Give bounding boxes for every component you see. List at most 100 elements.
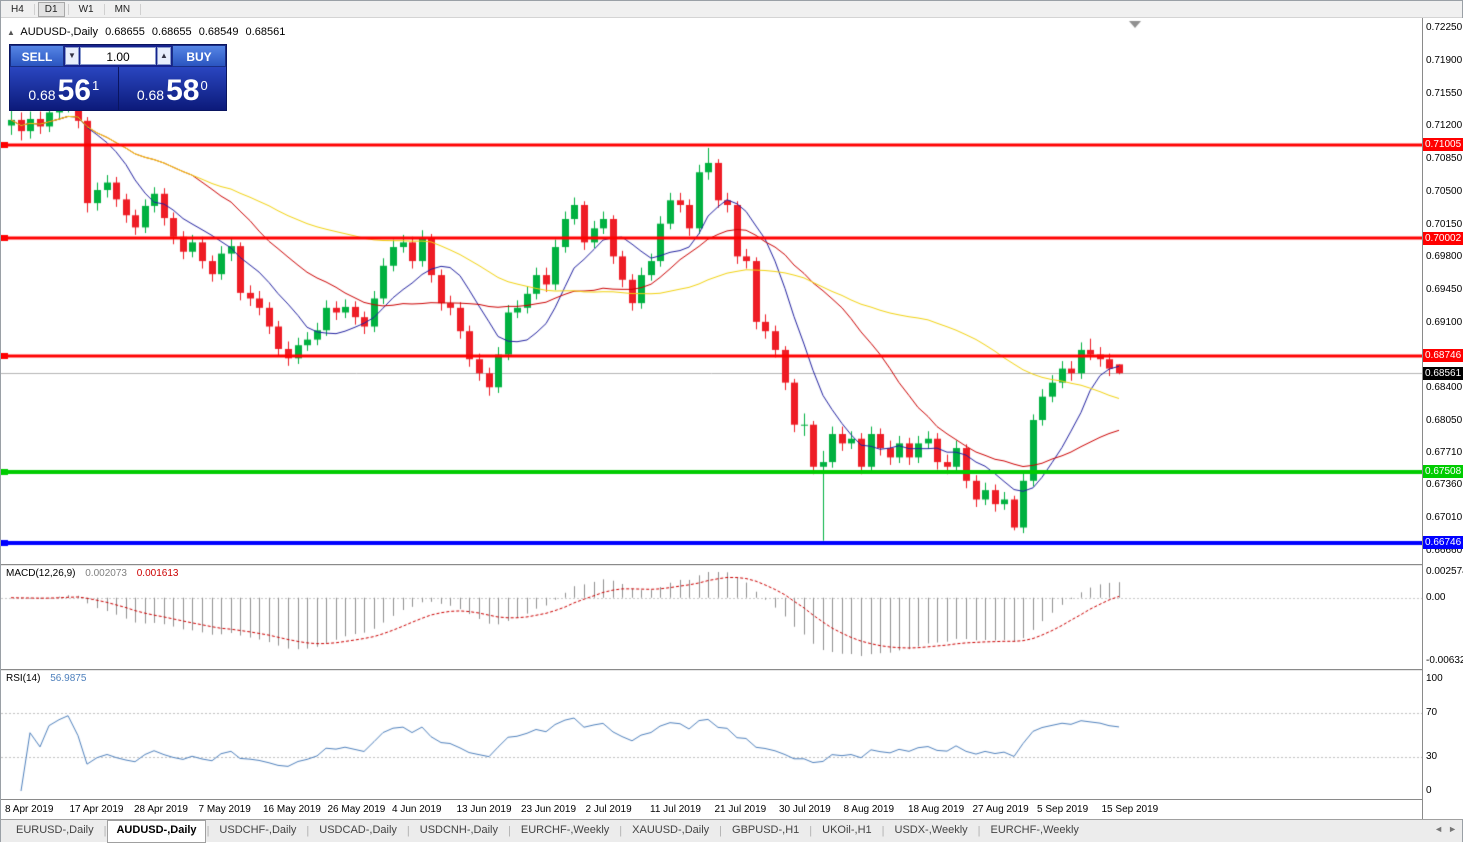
bid-price-pipette: 1: [91, 78, 100, 93]
chart-tab-eurchf-weekly[interactable]: EURCHF-,Weekly: [520, 823, 610, 836]
toolbar-separator: [103, 3, 105, 15]
tab-separator: |: [719, 825, 723, 837]
rsi-title: RSI(14): [6, 673, 41, 684]
chart-tab-eurusd-daily[interactable]: EURUSD-,Daily: [16, 823, 94, 836]
macd-axis-label: -0.0063260: [1426, 655, 1463, 666]
price-axis[interactable]: 0.72250 0.71900 0.71550 0.71200 0.70850 0.705…: [1423, 18, 1463, 819]
panel-resize-divider[interactable]: [1, 669, 1422, 671]
date-axis-label: 7 May 2019: [198, 804, 251, 815]
level-price-tag: 0.68746: [1423, 349, 1463, 363]
one-click-trading-panel: SELL ▼ 1.00 ▲ BUY 0.68 56 1 0.68 58 0: [9, 44, 227, 111]
price-axis-divider: [1422, 18, 1423, 819]
timeframe-button-mn[interactable]: MN: [114, 3, 131, 15]
toolbar-separator: [67, 3, 69, 15]
volume-input[interactable]: 1.00: [80, 47, 156, 65]
date-axis-label: 11 Jul 2019: [650, 804, 701, 815]
price-axis-label: 0.70850: [1426, 153, 1463, 165]
toolbar-separator: [140, 3, 142, 15]
macd-chart-canvas[interactable]: [1, 566, 1422, 669]
tab-scroll-right-button[interactable]: ►: [1448, 824, 1457, 834]
tab-scroll-left-button[interactable]: ◄: [1434, 824, 1444, 834]
rsi-axis-label: 100: [1426, 673, 1443, 684]
date-axis-label: 27 Aug 2019: [972, 804, 1029, 815]
date-axis-label: 18 Aug 2019: [908, 804, 965, 815]
current-price-tag: 0.68561: [1423, 366, 1463, 380]
chart-tab-audusd-daily[interactable]: AUDUSD-,Daily: [107, 819, 206, 843]
date-axis-label: 30 Jul 2019: [779, 804, 831, 815]
chart-symbol-label: AUDUSD-,Daily: [20, 26, 98, 38]
rsi-indicator-panel: RSI(14) 56.9875: [1, 671, 1422, 799]
chart-tab-eurchf-weekly[interactable]: EURCHF-,Weekly: [990, 823, 1079, 836]
level-price-tag: 0.66746: [1423, 536, 1463, 550]
timeframe-button-w1[interactable]: W1: [78, 3, 94, 15]
date-axis-divider: [1, 799, 1422, 800]
price-axis-label: 0.69450: [1426, 284, 1463, 296]
bid-price-prefix: 0.68: [28, 87, 56, 103]
date-axis-label: 17 Apr 2019: [69, 804, 124, 815]
tab-scroll-controls: ◄ ►: [1429, 824, 1457, 834]
macd-title: MACD(12,26,9): [6, 568, 76, 579]
toolbar-separator: [33, 3, 35, 15]
price-chart-panel: ▲ AUDUSD-,Daily 0.68655 0.68655 0.68549 …: [1, 18, 1422, 564]
volume-decrement-button[interactable]: ▼: [65, 47, 79, 65]
ask-price-big-digits: 58: [166, 74, 200, 107]
sell-button[interactable]: SELL: [10, 45, 64, 67]
panel-resize-divider[interactable]: [1, 564, 1422, 566]
tab-separator: |: [881, 825, 885, 837]
one-click-collapse-icon[interactable]: ▲: [7, 28, 15, 37]
trade-panel-price-row: 0.68 56 1 0.68 58 0: [10, 67, 226, 110]
price-axis-label: 0.72250: [1426, 22, 1463, 34]
price-axis-label: 0.67010: [1426, 512, 1463, 524]
date-axis-label: 28 Apr 2019: [134, 804, 188, 815]
macd-signal-value: 0.001613: [136, 568, 179, 579]
ohlc-close-value: 0.68561: [245, 26, 286, 38]
timeframe-button-h4[interactable]: H4: [11, 3, 24, 15]
date-axis-label: 4 Jun 2019: [392, 804, 442, 815]
ask-price-pipette: 0: [200, 78, 208, 93]
macd-header: MACD(12,26,9) 0.002073 0.001613: [6, 568, 178, 579]
volume-increment-button[interactable]: ▲: [157, 47, 171, 65]
price-axis-label: 0.71200: [1426, 120, 1463, 132]
candlestick-chart-canvas[interactable]: [1, 18, 1422, 564]
date-axis[interactable]: 8 Apr 2019 17 Apr 2019 28 Apr 2019 7 May 20…: [1, 800, 1422, 819]
buy-button[interactable]: BUY: [172, 45, 226, 67]
level-price-tag: 0.70002: [1423, 231, 1463, 245]
price-axis-label: 0.70150: [1426, 218, 1463, 230]
ask-price-display[interactable]: 0.68 58 0: [119, 67, 227, 110]
rsi-chart-canvas[interactable]: [1, 671, 1422, 799]
date-axis-label: 23 Jun 2019: [521, 804, 577, 815]
price-axis-label: 0.69800: [1426, 251, 1463, 263]
price-axis-label: 0.68050: [1426, 414, 1463, 426]
price-axis-label: 0.69100: [1426, 316, 1463, 328]
ohlc-high-value: 0.68655: [151, 26, 192, 38]
price-axis-label: 0.68400: [1426, 382, 1463, 394]
date-axis-label: 5 Sep 2019: [1037, 804, 1089, 815]
macd-indicator-panel: MACD(12,26,9) 0.002073 0.001613: [1, 566, 1422, 669]
chart-tab-gbpusd-h1[interactable]: GBPUSD-,H1: [732, 823, 800, 836]
price-axis-label: 0.67710: [1426, 446, 1463, 458]
chart-tabs-bar: EURUSD-,Daily | AUDUSD-,Daily | USDCHF-,Dail…: [1, 819, 1462, 843]
price-axis-label: 0.71900: [1426, 55, 1463, 66]
chart-tab-xauusd-daily[interactable]: XAUUSD-,Daily: [632, 823, 710, 836]
date-axis-label: 8 Aug 2019: [843, 804, 895, 815]
rsi-value: 56.9875: [50, 673, 87, 684]
price-axis-label: 0.71550: [1426, 87, 1463, 99]
trade-panel-top-row: SELL ▼ 1.00 ▲ BUY: [10, 45, 226, 67]
tab-separator: |: [406, 825, 410, 837]
ohlc-open-value: 0.68655: [105, 26, 145, 38]
tab-separator: |: [306, 825, 310, 837]
chart-tab-usdcad-daily[interactable]: USDCAD-,Daily: [319, 823, 397, 836]
tab-separator: |: [508, 825, 511, 837]
chart-tab-ukoil-h1[interactable]: UKOil-,H1: [822, 823, 872, 836]
macd-main-value: 0.002073: [85, 568, 127, 579]
timeframe-button-d1[interactable]: D1: [37, 1, 65, 17]
chart-ohlc-header: ▲ AUDUSD-,Daily 0.68655 0.68655 0.68549 …: [7, 26, 289, 38]
bid-price-display[interactable]: 0.68 56 1: [10, 67, 119, 110]
bid-price-big-digits: 56: [57, 74, 91, 107]
chart-tab-usdx-weekly[interactable]: USDX-,Weekly: [894, 823, 968, 836]
date-axis-label: 26 May 2019: [327, 804, 386, 815]
macd-axis-label: 0.00: [1426, 591, 1446, 603]
chart-tab-usdchf-daily[interactable]: USDCHF-,Daily: [219, 823, 297, 836]
chart-tab-usdcnh-daily[interactable]: USDCNH-,Daily: [419, 823, 498, 836]
tab-separator: |: [809, 825, 813, 837]
